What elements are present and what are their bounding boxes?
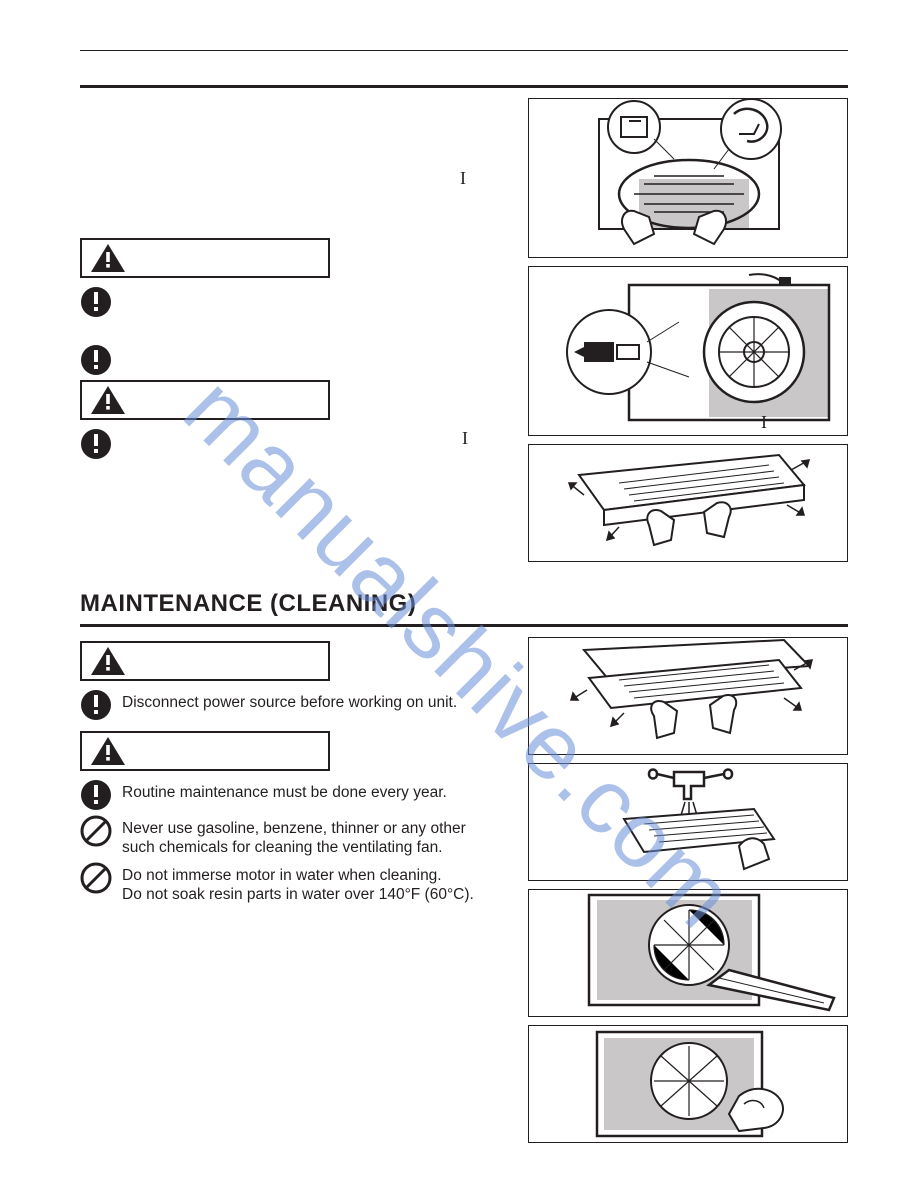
exclamation-circle-icon [80,428,112,460]
text-disconnect: Disconnect power source before working o… [122,689,457,712]
lower-left-col: Disconnect power source before working o… [80,637,510,1143]
prohibit-circle-icon [80,862,112,894]
note-exclaim-3: I [80,428,510,460]
figure-wipe-unit [528,1025,848,1143]
warning-box-1 [80,238,330,278]
text-immerse: Do not immerse motor in water when clean… [122,862,474,905]
lower-right-col [528,637,848,1143]
text-chemicals: Never use gasoline, benzene, thinner or … [122,815,466,858]
figure-disconnect-plug: I [528,266,848,436]
exclamation-circle-icon [80,779,112,811]
exclamation-circle-icon [80,344,112,376]
exclamation-circle-icon [80,689,112,721]
warning-box-2 [80,380,330,420]
exclamation-circle-icon [80,286,112,318]
warning-triangle-icon [90,646,126,676]
figure-install-grille [528,444,848,562]
prohibit-circle-icon [80,815,112,847]
upper-right-col: I [528,98,848,562]
warning-triangle-icon [90,385,126,415]
upper-columns: I [80,98,848,562]
i-mark-3: I [462,428,468,449]
warning-triangle-icon [90,736,126,766]
text-routine: Routine maintenance must be done every y… [122,779,447,802]
note-routine: Routine maintenance must be done every y… [80,779,510,811]
note-exclaim-2 [80,344,510,376]
note-disconnect: Disconnect power source before working o… [80,689,510,721]
figure-vacuum-unit [528,889,848,1017]
figure-wash-grille [528,763,848,881]
warning-box-3 [80,641,330,681]
manual-page: manualshive.com I [0,0,918,1188]
figure-remove-grille [528,98,848,258]
warning-box-4 [80,731,330,771]
upper-left-col: I [80,98,510,562]
i-mark-1: I [460,168,466,189]
top-thin-rule [80,50,848,51]
section-title-maintenance: MAINTENANCE (CLEANING) [80,590,848,618]
i-mark-2: I [761,412,767,433]
section-rule [80,85,848,88]
figure-remove-grille-2 [528,637,848,755]
lower-columns: Disconnect power source before working o… [80,637,848,1143]
section-rule-2 [80,624,848,627]
note-chemicals: Never use gasoline, benzene, thinner or … [80,815,510,858]
note-exclaim-1 [80,286,510,318]
warning-triangle-icon [90,243,126,273]
note-immerse: Do not immerse motor in water when clean… [80,862,510,905]
